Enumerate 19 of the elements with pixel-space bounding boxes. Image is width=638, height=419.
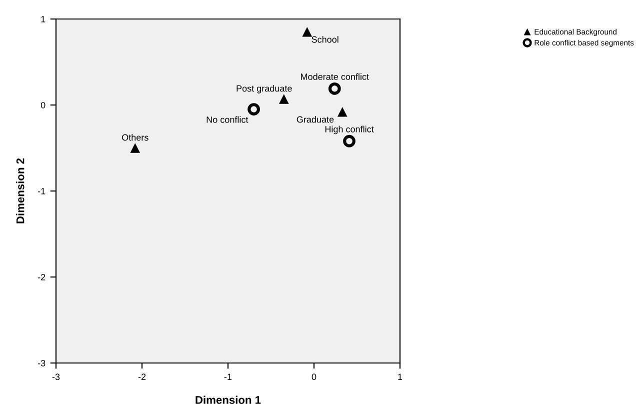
- annotation: High conflict: [325, 126, 374, 134]
- annotation: No conflict: [206, 116, 248, 123]
- x-tick-label: -3: [52, 374, 60, 380]
- y-tick-label: 1: [41, 16, 46, 22]
- y-tick-label: -2: [38, 274, 46, 280]
- x-tick-label: -1: [224, 374, 232, 380]
- annotation: Moderate conflict: [301, 73, 369, 80]
- x-tick-label: 1: [398, 374, 402, 380]
- x-axis-title: Dimension 1: [196, 396, 261, 404]
- annotation: Post graduate: [236, 85, 292, 94]
- y-tick-label: -3: [38, 360, 46, 366]
- annotation: Graduate: [296, 116, 334, 123]
- x-tick-label: -2: [138, 374, 146, 380]
- y-tick-label: -1: [38, 188, 46, 194]
- annotation: Others: [122, 134, 148, 141]
- x-tick-label: 0: [312, 374, 316, 380]
- annotation: School: [312, 36, 338, 43]
- y-axis-title: Dimension 2: [16, 158, 24, 224]
- y-tick-label: 0: [40, 102, 46, 108]
